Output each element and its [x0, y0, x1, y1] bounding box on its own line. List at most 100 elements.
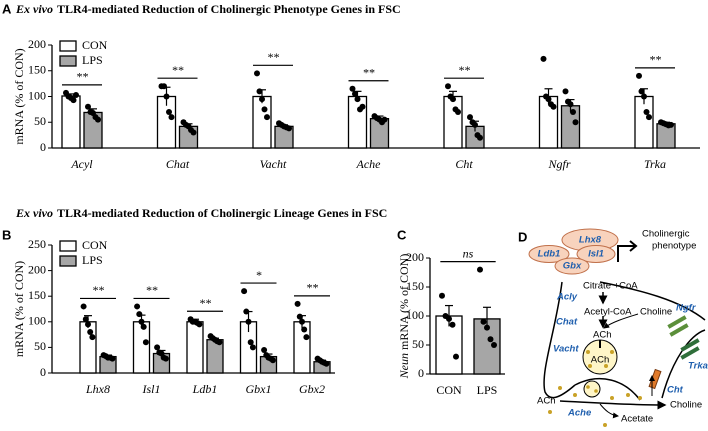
- data-point: [303, 334, 310, 341]
- data-point: [196, 321, 203, 328]
- chart-title: Ex vivo TLR4-mediated Reduction of Cholin…: [15, 206, 387, 220]
- label: Cht: [667, 385, 684, 396]
- data-point: [294, 300, 301, 307]
- data-point: [142, 339, 149, 346]
- significance-label: **: [267, 50, 279, 64]
- data-point: [162, 355, 169, 362]
- data-point: [161, 83, 167, 90]
- y-tick-label: 200: [406, 250, 424, 264]
- data-point: [480, 318, 487, 325]
- x-tick-label: Gbx1: [246, 382, 272, 396]
- y-tick-label: 50: [34, 114, 46, 128]
- significance-label: **: [146, 283, 158, 297]
- data-point: [450, 96, 456, 103]
- data-point: [70, 97, 77, 104]
- data-point: [354, 96, 361, 103]
- x-tick-label: Ache: [356, 157, 382, 171]
- data-point: [85, 103, 91, 110]
- data-point: [245, 318, 252, 325]
- bar: [79, 321, 97, 374]
- data-point: [85, 321, 91, 328]
- significance-label: ns: [463, 246, 474, 260]
- data-point: [540, 55, 547, 62]
- data-point: [243, 308, 250, 315]
- cell-outline: [543, 281, 576, 399]
- y-label-text: mRNA (% of CON): [12, 48, 26, 144]
- data-point: [449, 321, 456, 328]
- label: Citrate +CoA: [583, 281, 638, 292]
- y-tick-label: 0: [418, 366, 424, 380]
- data-point: [138, 318, 145, 325]
- y-axis-label: mRNA (% of CON): [12, 261, 26, 357]
- node-label: Ldb1: [538, 249, 561, 260]
- significance-label: **: [76, 70, 88, 84]
- data-point: [301, 326, 308, 333]
- data-point: [269, 357, 276, 364]
- node: [576, 245, 616, 263]
- data-point: [247, 339, 254, 346]
- data-point: [256, 88, 263, 95]
- legend-label: CON: [82, 38, 108, 52]
- data-point: [352, 90, 358, 97]
- data-point: [82, 316, 89, 323]
- y-tick-label: 100: [28, 88, 46, 102]
- significance-label: **: [306, 281, 318, 295]
- data-point: [296, 313, 303, 320]
- y-label-text: mRNA (% of CON): [397, 254, 411, 350]
- label: ACh: [593, 330, 611, 341]
- bar: [443, 95, 463, 149]
- y-tick-label: 150: [406, 279, 424, 293]
- data-point: [140, 323, 147, 330]
- data-point: [570, 108, 576, 115]
- data-point: [259, 96, 265, 103]
- data-point: [241, 288, 248, 295]
- y-label-prefix: Neun: [397, 353, 411, 379]
- y-tick-label: 0: [40, 365, 46, 379]
- label: ACh: [537, 396, 555, 407]
- arrow: [599, 403, 619, 419]
- data-point: [453, 353, 459, 360]
- data-point: [299, 318, 305, 325]
- node-label: Isl1: [588, 249, 604, 260]
- data-point: [261, 346, 268, 353]
- data-point: [641, 93, 647, 100]
- node: [554, 257, 590, 275]
- title-prefix: Ex vivo: [15, 2, 53, 16]
- y-axis-label: mRNA (% of CON): [12, 48, 26, 144]
- y-tick-label: 200: [28, 262, 46, 276]
- data-point: [439, 292, 445, 299]
- legend-label: CON: [82, 238, 108, 252]
- data-point: [249, 344, 256, 351]
- label: Trka: [688, 361, 708, 372]
- y-tick-label: 250: [28, 237, 46, 251]
- node-label: Lhx8: [579, 235, 602, 246]
- data-point: [646, 114, 652, 121]
- data-point: [455, 108, 461, 115]
- panel-label: B: [2, 227, 11, 242]
- significance-label: **: [199, 296, 211, 310]
- x-tick-label: Acyl: [70, 157, 93, 171]
- data-point: [286, 125, 292, 132]
- data-point: [166, 108, 172, 115]
- label: Choline: [640, 307, 672, 318]
- legend-swatch: [59, 255, 77, 267]
- data-point: [168, 114, 175, 121]
- data-point: [254, 70, 260, 77]
- x-tick-label: Chat: [166, 157, 190, 171]
- data-point: [445, 83, 451, 90]
- significance-label: **: [649, 53, 661, 67]
- data-point: [73, 91, 79, 98]
- data-point: [643, 108, 650, 115]
- receptor: [680, 346, 700, 360]
- title-prefix: Ex vivo: [15, 206, 53, 220]
- label: phenotype: [652, 241, 696, 252]
- label: Acetyl-CoA: [584, 307, 632, 318]
- label: Choline: [670, 400, 702, 411]
- data-point: [668, 121, 674, 128]
- significance-label: *: [256, 268, 262, 282]
- vesicle: [583, 380, 601, 398]
- cell-outline: [599, 281, 706, 321]
- data-point: [636, 72, 642, 79]
- label: Acly: [556, 292, 578, 303]
